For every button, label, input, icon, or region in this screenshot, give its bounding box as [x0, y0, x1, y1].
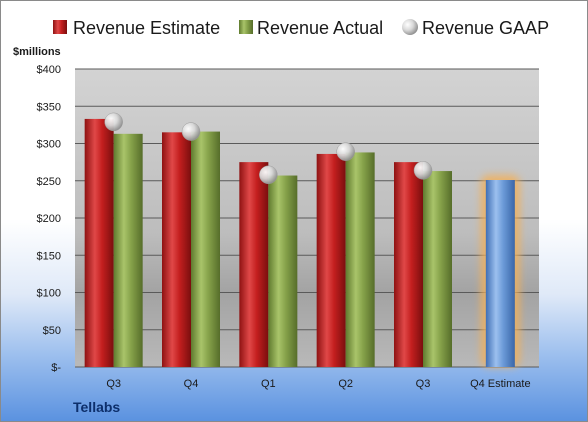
legend-item-gaap: Revenue GAAP	[402, 18, 549, 38]
bar-revenue-estimate	[316, 153, 346, 367]
y-tick-label: $150	[37, 250, 61, 262]
bars	[84, 118, 520, 367]
x-category-label: Q1	[261, 378, 276, 390]
y-axis-unit-label: $millions	[13, 46, 61, 58]
y-tick-label: $300	[37, 139, 61, 151]
legend-swatch-actual	[239, 20, 253, 34]
x-axis-labels: Q3 Q4 Q1 Q2 Q3 Q4 Estimate	[106, 378, 530, 390]
legend-label-gaap: Revenue GAAP	[422, 18, 549, 38]
legend-label-estimate: Revenue Estimate	[73, 18, 220, 38]
legend-label-actual: Revenue Actual	[257, 18, 383, 38]
bar-revenue-actual	[268, 175, 298, 367]
marker-revenue-gaap	[104, 112, 123, 132]
y-tick-label: $200	[37, 213, 61, 225]
legend-item-actual: Revenue Actual	[239, 18, 383, 38]
company-name: Tellabs	[73, 399, 120, 415]
gridlines	[75, 68, 539, 368]
y-tick-label: $50	[43, 325, 61, 337]
bar-revenue-actual	[345, 152, 375, 367]
bar-revenue-actual	[113, 133, 143, 367]
x-category-label: Q4	[184, 378, 199, 390]
bar-q4-estimate	[485, 180, 515, 367]
gaap-markers	[104, 112, 433, 185]
bar-revenue-actual	[423, 171, 452, 367]
x-category-label: Q2	[338, 378, 353, 390]
x-category-label: Q4 Estimate	[470, 378, 531, 390]
bar-revenue-actual	[191, 131, 220, 367]
y-tick-label: $-	[51, 362, 61, 374]
y-axis-ticks: $- $50 $100 $150 $200 $250 $300 $350 $400	[37, 64, 62, 374]
bar-revenue-estimate	[394, 162, 423, 367]
marker-revenue-gaap	[259, 165, 278, 185]
legend: Revenue Estimate Revenue Actual Revenue …	[53, 18, 549, 38]
marker-revenue-gaap	[336, 142, 355, 161]
y-tick-label: $100	[37, 288, 61, 300]
legend-swatch-estimate	[53, 20, 67, 34]
marker-revenue-gaap	[413, 161, 433, 180]
legend-swatch-gaap	[402, 19, 418, 35]
legend-item-estimate: Revenue Estimate	[53, 18, 220, 38]
bar-revenue-estimate	[239, 162, 269, 367]
marker-revenue-gaap	[181, 122, 201, 141]
bar-revenue-estimate	[84, 118, 114, 367]
x-category-label: Q3	[416, 378, 431, 390]
bar-revenue-estimate	[162, 132, 191, 367]
y-tick-label: $400	[37, 64, 61, 76]
x-category-label: Q3	[106, 378, 121, 390]
y-tick-label: $250	[37, 176, 61, 188]
y-tick-label: $350	[37, 101, 61, 113]
